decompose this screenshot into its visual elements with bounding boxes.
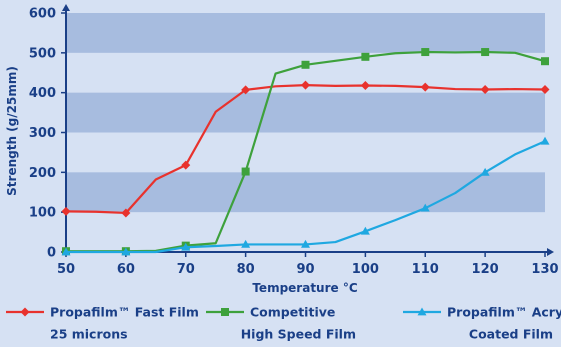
triangle-marker xyxy=(301,239,310,248)
x-tick-label: 110 xyxy=(412,262,439,277)
diamond-marker xyxy=(20,307,30,317)
legend-item-2: Competitive High Speed Film xyxy=(206,305,356,342)
y-tick-labels: 0 100 200 300 400 500 600 xyxy=(29,7,66,261)
diamond-marker xyxy=(241,85,251,95)
legend-label: Propafilm™ Acrylic xyxy=(447,305,561,320)
square-marker xyxy=(481,48,490,57)
chart-band xyxy=(66,172,545,213)
diamond-marker xyxy=(61,206,71,216)
diamond-marker xyxy=(360,80,370,90)
chart-band xyxy=(66,13,545,53)
diamond-marker xyxy=(181,160,191,170)
legend-label: Competitive xyxy=(250,305,335,320)
chart-legend: Propafilm™ Fast Film 25 microns Competitiv… xyxy=(6,305,561,342)
x-axis-arrow xyxy=(547,248,554,256)
square-marker xyxy=(221,308,229,316)
legend-label: 25 microns xyxy=(50,327,128,342)
y-tick-label: 400 xyxy=(29,86,56,101)
x-tick-label: 130 xyxy=(531,262,558,277)
diamond-marker xyxy=(121,208,131,218)
x-tick-label: 90 xyxy=(296,262,314,277)
y-tick-label: 100 xyxy=(29,206,56,221)
y-tick-label: 600 xyxy=(29,7,56,22)
chart-series xyxy=(61,48,550,256)
x-tick-label: 100 xyxy=(352,262,379,277)
triangle-marker xyxy=(121,247,131,256)
chart-bands xyxy=(66,13,545,213)
triangle-marker xyxy=(480,167,490,176)
legend-item-3: Propafilm™ Acrylic Coated Film xyxy=(403,305,561,342)
y-tick-label: 300 xyxy=(29,126,56,141)
triangle-marker xyxy=(360,226,370,235)
triangle-marker xyxy=(420,203,430,212)
y-axis-arrow xyxy=(62,4,70,11)
y-tick-label: 500 xyxy=(29,46,56,61)
y-axis-title: Strength (g/25mm) xyxy=(5,66,19,196)
x-tick-label: 120 xyxy=(472,262,499,277)
x-tick-label: 50 xyxy=(57,262,75,277)
triangle-marker xyxy=(540,136,550,145)
x-tick-label: 60 xyxy=(117,262,135,277)
triangle-marker xyxy=(241,239,251,248)
square-marker xyxy=(541,57,549,66)
x-tick-label: 70 xyxy=(177,262,195,277)
square-marker xyxy=(361,52,370,61)
legend-label: Propafilm™ Fast Film xyxy=(50,305,199,320)
series-3 xyxy=(61,136,550,256)
triangle-marker xyxy=(417,307,427,316)
series-2 xyxy=(62,48,549,256)
square-marker xyxy=(241,167,250,176)
legend-label: Coated Film xyxy=(469,327,553,342)
x-tick-labels: 50 60 70 80 90 100 110 120 130 xyxy=(57,252,559,277)
diamond-marker xyxy=(301,80,310,90)
square-marker xyxy=(301,60,310,69)
chart-band xyxy=(66,92,545,133)
triangle-marker xyxy=(61,247,71,256)
triangle-marker xyxy=(181,242,191,251)
y-tick-label: 0 xyxy=(47,246,56,261)
legend-item-1: Propafilm™ Fast Film 25 microns xyxy=(6,305,199,342)
legend-label: High Speed Film xyxy=(241,327,356,342)
y-tick-label: 200 xyxy=(29,166,56,181)
x-tick-label: 80 xyxy=(237,262,255,277)
x-axis-title: Temperature °C xyxy=(252,281,357,295)
square-marker xyxy=(421,48,430,57)
diamond-marker xyxy=(420,82,430,92)
diamond-marker xyxy=(480,84,490,94)
diamond-marker xyxy=(540,84,550,94)
series-1 xyxy=(61,80,550,218)
